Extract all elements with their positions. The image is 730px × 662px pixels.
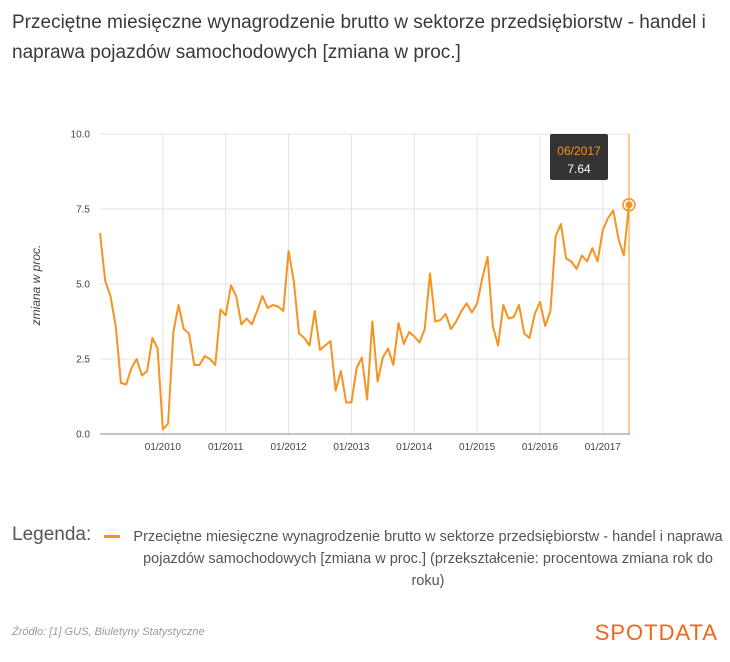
brand-logo: SPOTDATA bbox=[594, 620, 718, 645]
x-tick-label: 01/2015 bbox=[459, 442, 496, 453]
legend-entry[interactable]: Przeciętne miesięczne wynagrodzenie brut… bbox=[133, 529, 723, 589]
tooltip-value: 7.64 bbox=[567, 162, 591, 176]
legend: Legenda: Przeciętne miesięczne wynagrodz… bbox=[12, 524, 727, 594]
y-tick-label: 10.0 bbox=[71, 130, 91, 141]
x-tick-label: 01/2013 bbox=[333, 442, 370, 453]
x-tick-label: 01/2017 bbox=[585, 442, 622, 453]
y-tick-label: 2.5 bbox=[76, 355, 90, 366]
y-axis-label: zmiana w proc. bbox=[29, 245, 43, 327]
highlight-point-ring bbox=[622, 198, 636, 212]
x-tick-label: 01/2010 bbox=[145, 442, 182, 453]
x-tick-label: 01/2011 bbox=[208, 442, 244, 453]
horizontal-gridlines bbox=[100, 133, 630, 360]
y-tick-label: 0.0 bbox=[76, 430, 90, 441]
x-tick-labels: 01/2010 01/2011 01/2012 01/2013 01/2014 01/20… bbox=[145, 442, 622, 453]
highlight-point bbox=[625, 201, 633, 209]
y-tick-labels: 0.0 2.5 5.0 7.5 10.0 bbox=[71, 130, 91, 441]
tooltip-box bbox=[550, 134, 608, 180]
legend-swatch bbox=[104, 535, 120, 538]
x-tick-label: 01/2012 bbox=[270, 442, 307, 453]
y-tick-label: 7.5 bbox=[76, 205, 90, 216]
chart-area: 0.0 2.5 5.0 7.5 10.0 01/2010 01/2011 01/2012 01… bbox=[29, 130, 636, 453]
series-line bbox=[99, 204, 630, 431]
x-tick-label: 01/2016 bbox=[522, 442, 559, 453]
source-note: Źródło: [1] GUS, Biuletyny Statystyczne bbox=[12, 626, 205, 638]
y-tick-label: 5.0 bbox=[76, 280, 90, 291]
highlight-marker bbox=[622, 198, 636, 212]
x-tick-label: 01/2014 bbox=[396, 442, 433, 453]
tooltip-date: 06/2017 bbox=[557, 144, 601, 158]
chart-title: Przeciętne miesięczne wynagrodzenie brut… bbox=[12, 12, 706, 63]
tooltip: 06/2017 7.64 bbox=[550, 134, 608, 180]
legend-heading: Legenda: bbox=[12, 524, 92, 545]
line-chart: 0.02.55.07.510.0 01/2010 01/2011 01/2012 01… bbox=[29, 130, 636, 453]
